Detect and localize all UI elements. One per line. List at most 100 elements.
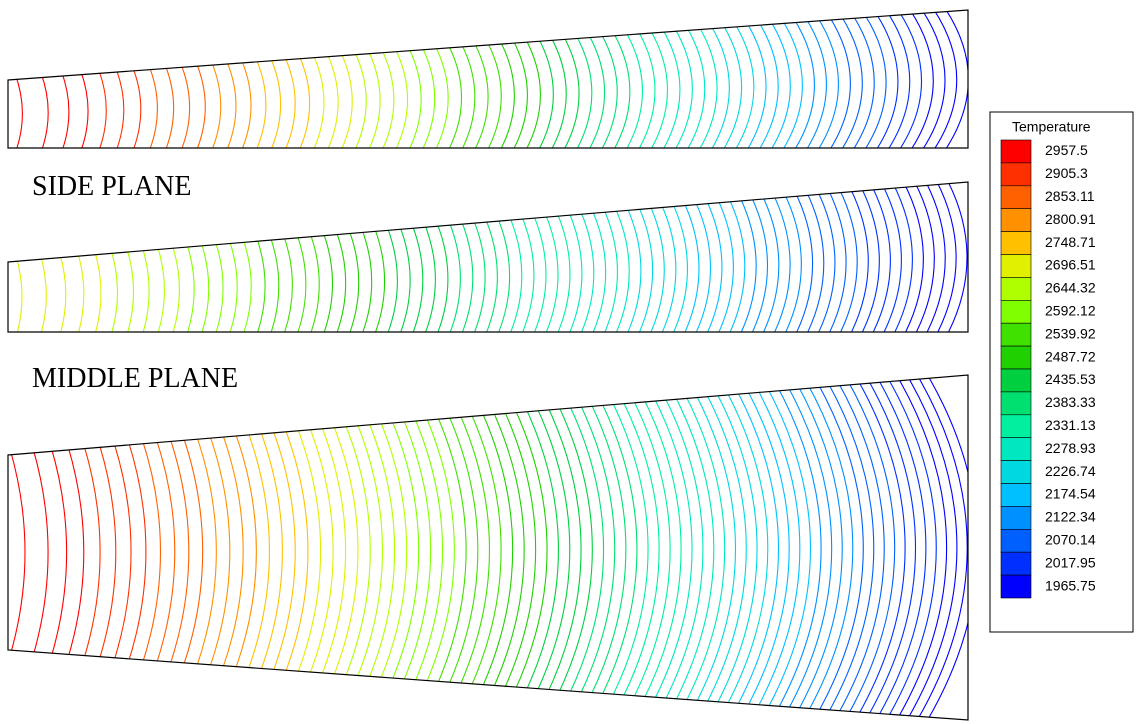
contour-line: [112, 440, 132, 664]
contour-line: [805, 380, 854, 716]
contour-line: [895, 375, 948, 720]
contour-line: [185, 241, 195, 332]
legend-swatch: [1000, 437, 1032, 461]
contour-line: [513, 405, 548, 694]
contour-line: [435, 412, 467, 688]
contour-line: [703, 389, 747, 709]
contour-line: [855, 376, 906, 720]
contour-line: [815, 379, 864, 717]
contour-line: [523, 36, 541, 148]
contour-line: [239, 57, 252, 148]
contour-line: [389, 416, 420, 685]
contour-line: [360, 226, 373, 332]
contour-line: [433, 42, 449, 148]
contour-line: [163, 62, 175, 148]
contour-line: [79, 69, 89, 148]
contour-line: [630, 395, 671, 703]
legend-label: 2539.92: [1045, 325, 1096, 341]
contour-line: [684, 24, 706, 148]
contour-line: [60, 70, 70, 148]
contour-line: [446, 411, 479, 689]
contour-line: [366, 418, 396, 683]
legend-label: 1965.75: [1045, 577, 1096, 593]
contour-line: [556, 402, 593, 697]
contour-line: [255, 235, 266, 332]
legend-swatch: [1000, 528, 1032, 553]
legend-label: 2383.33: [1045, 394, 1096, 410]
contour-line: [233, 429, 257, 673]
contour-line: [484, 216, 498, 332]
contour-line: [696, 23, 718, 148]
contour-line: [636, 203, 654, 332]
legend-swatch: [1000, 551, 1032, 576]
contour-line: [660, 26, 681, 148]
legend-swatch: [1000, 414, 1032, 438]
legend-swatch: [1000, 574, 1032, 599]
contour-line: [347, 227, 360, 332]
contour-line: [472, 40, 489, 148]
contour-line: [127, 438, 147, 665]
contour-line: [491, 407, 525, 693]
legend-label: 2226.74: [1045, 463, 1096, 479]
legend-swatch: [1000, 345, 1032, 370]
contour-line: [577, 400, 616, 699]
legend-swatch: [1000, 322, 1032, 347]
contour-line: [803, 15, 827, 148]
legend-swatch: [1000, 185, 1032, 210]
contour-line: [32, 446, 49, 658]
contour-line: [825, 378, 875, 718]
contour-line: [744, 19, 767, 148]
contour-line: [459, 218, 474, 332]
contour-line: [156, 244, 165, 332]
legend-label: 2070.14: [1045, 531, 1096, 547]
contour-line: [147, 64, 158, 148]
contour-line: [835, 378, 885, 718]
contour-line: [775, 383, 822, 714]
legend-swatch: [1000, 483, 1032, 507]
contour-line: [131, 65, 142, 148]
contour-line: [845, 377, 896, 719]
contour-line: [66, 443, 85, 661]
contour-line: [648, 202, 665, 332]
contour-line: [934, 182, 957, 332]
legend-swatch: [1000, 139, 1032, 164]
legend-label: 2696.51: [1045, 257, 1096, 273]
contour-line: [366, 47, 381, 148]
contour-line: [732, 20, 755, 148]
contour-line: [579, 208, 595, 332]
legend-label: 2644.32: [1045, 280, 1096, 296]
contour-panel: [9, 375, 968, 720]
contour-line: [424, 413, 455, 688]
contour-line: [599, 398, 638, 701]
contour-line: [795, 381, 843, 715]
contour-line: [780, 17, 803, 148]
contour-line: [208, 431, 231, 671]
contour-line: [435, 220, 449, 332]
legend-label: 2748.71: [1045, 234, 1096, 250]
contour-line: [913, 182, 935, 332]
plane-label: MIDDLE PLANE: [32, 363, 238, 394]
contour-line: [380, 46, 395, 148]
legend-label: 2331.13: [1045, 417, 1096, 433]
contour-line: [545, 402, 582, 697]
contour-line: [924, 375, 968, 720]
contour-line: [109, 247, 119, 332]
contour-line: [214, 239, 224, 332]
legend-swatch: [1000, 506, 1032, 530]
contour-line: [734, 386, 779, 711]
contour-line: [659, 201, 677, 332]
contour-line: [82, 442, 101, 662]
contour-line: [827, 13, 851, 148]
contour-line: [693, 390, 736, 708]
contour-line: [567, 401, 605, 698]
contour-line: [891, 182, 913, 332]
panel-outline: [7, 9, 969, 149]
contour-line: [93, 249, 102, 332]
contour-line: [620, 396, 660, 702]
legend-swatch: [1000, 231, 1032, 255]
contour-line: [410, 222, 424, 332]
contour-line: [870, 183, 891, 332]
contour-line: [765, 384, 811, 713]
contour-line: [97, 441, 117, 663]
contour-line: [881, 182, 902, 332]
